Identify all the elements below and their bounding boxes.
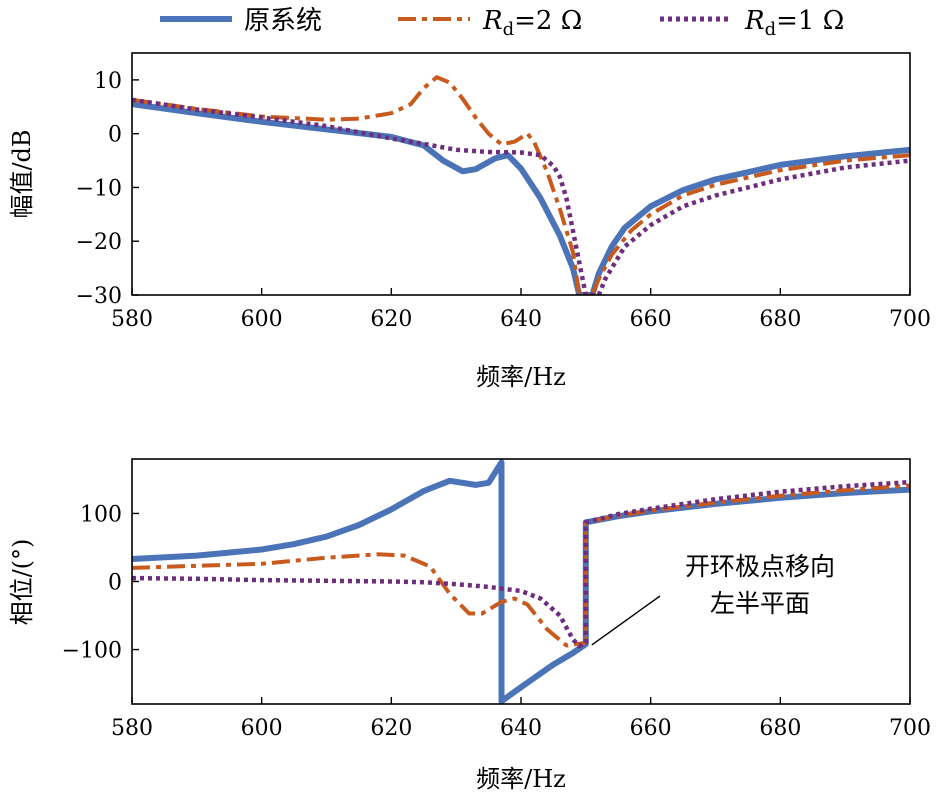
magnitude-ytick-label: 10 <box>94 69 122 94</box>
phase-series-orig <box>132 459 910 704</box>
magnitude-ylabel: 幅值/dB <box>8 129 36 218</box>
phase-ytick-label: 100 <box>80 502 122 527</box>
magnitude-ytick-label: −10 <box>76 176 122 201</box>
legend-rd1-sub: d <box>765 19 777 40</box>
annotation-leader-line <box>591 595 661 646</box>
magnitude-xtick-label: 620 <box>370 307 412 332</box>
phase-xtick-label: 580 <box>111 716 153 741</box>
legend-label-rd1: Rd=1 Ω <box>744 6 844 40</box>
magnitude-series-orig <box>132 101 910 295</box>
legend-rd1-rest: =1 Ω <box>776 6 844 36</box>
phase-xlabel: 频率/Hz <box>476 765 566 793</box>
phase-series-rd2 <box>132 483 910 648</box>
phase-ytick-label: 0 <box>108 571 122 596</box>
phase-plot: 580 600 620 640 660 680 700 −100 0 100 频率/Hz 相位/(… <box>8 458 931 793</box>
phase-ylabel: 相位/(°) <box>8 539 36 626</box>
annotation-line-2: 左半平面 <box>710 589 810 618</box>
phase-xtick-label: 640 <box>500 716 542 741</box>
legend: 原系统 Rd=2 Ω Rd=1 Ω <box>160 6 844 40</box>
legend-rd1-main: R <box>744 6 765 36</box>
magnitude-series-rd2 <box>132 75 910 295</box>
phase-xtick-label: 660 <box>630 716 672 741</box>
magnitude-xtick-label: 600 <box>241 307 283 332</box>
magnitude-ytick-label: −30 <box>76 284 122 309</box>
legend-rd2-main: R <box>482 6 503 36</box>
magnitude-xtick-label: 580 <box>111 307 153 332</box>
annotation-line-1: 开环极点移向 <box>685 552 835 581</box>
legend-label-orig: 原系统 <box>244 6 322 36</box>
magnitude-xtick-label: 700 <box>889 307 931 332</box>
magnitude-xtick-label: 640 <box>500 307 542 332</box>
magnitude-xtick-label: 680 <box>759 307 801 332</box>
phase-xtick-label: 680 <box>759 716 801 741</box>
pole-annotation: 开环极点移向 左半平面 <box>591 552 835 646</box>
legend-label-rd2: Rd=2 Ω <box>482 6 582 40</box>
phase-xtick-label: 600 <box>241 716 283 741</box>
magnitude-series-rd1 <box>132 97 910 295</box>
phase-xtick-label: 700 <box>889 716 931 741</box>
legend-rd2-sub: d <box>503 19 515 40</box>
phase-xtick-label: 620 <box>370 716 412 741</box>
legend-rd2-rest: =2 Ω <box>514 6 582 36</box>
magnitude-ytick-label: 0 <box>108 123 122 148</box>
magnitude-xtick-label: 660 <box>630 307 672 332</box>
magnitude-xlabel: 频率/Hz <box>476 363 566 391</box>
phase-series-rd1 <box>132 479 910 649</box>
magnitude-ytick-label: −20 <box>76 230 122 255</box>
phase-ytick-label: −100 <box>62 639 122 664</box>
